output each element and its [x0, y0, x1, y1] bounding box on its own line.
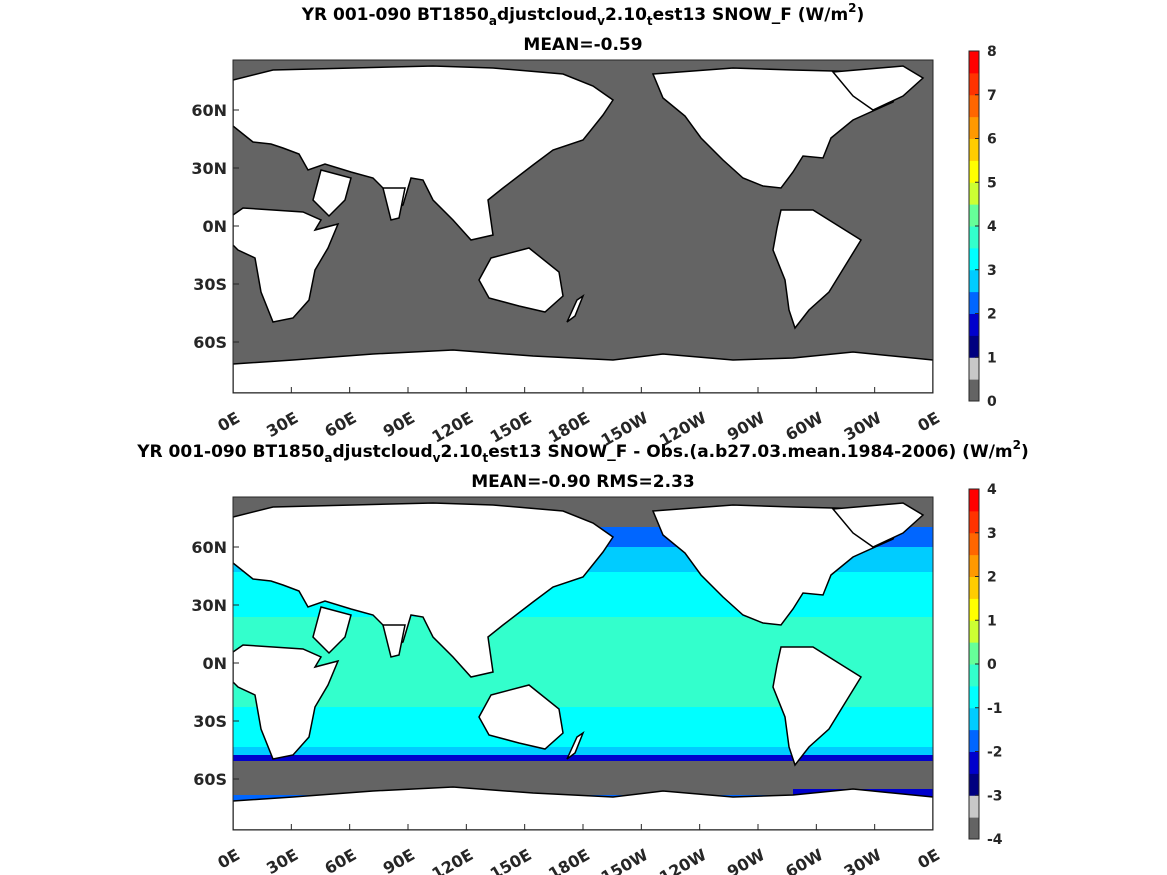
panel1-lon-label: 60E	[321, 408, 359, 441]
panel1-lon-label: 90W	[724, 408, 768, 445]
panel1-colorbar-segment	[969, 94, 979, 118]
panel1-colorbar-segment	[969, 226, 979, 249]
panel1-lon-label: 30W	[841, 408, 885, 445]
panel1-colorbar-label: 3	[987, 263, 997, 279]
panel2-lon-label: 120W	[656, 845, 710, 875]
panel2-lat-label: 0N	[202, 654, 227, 673]
band-south-high	[233, 747, 933, 755]
panel2-colorbar-label: -2	[987, 745, 1003, 761]
panel2-lon-label: 90E	[380, 845, 418, 875]
panel2-colorbar-label: 3	[987, 526, 997, 542]
panel1-colorbar-segment	[969, 291, 979, 314]
panel1-colorbar-segment	[969, 379, 979, 402]
panel1-lon-label: 90E	[380, 408, 418, 441]
panel2-lon-label: 0E	[914, 845, 943, 872]
panel2-colorbar-label: 2	[987, 570, 997, 586]
panel2-colorbar-segment	[969, 598, 979, 621]
panel2-colorbar-label: 0	[987, 657, 997, 673]
panel1-lat-label: 30N	[191, 159, 227, 178]
panel2-colorbar-label: -1	[987, 701, 1003, 717]
panel2-colorbar-label: 4	[987, 482, 997, 498]
panel2-lat-label: 60N	[191, 538, 227, 557]
panel2-colorbar-segment	[969, 664, 979, 687]
panel1-colorbar-label: 5	[987, 175, 997, 191]
panel2-lon-label: 30E	[263, 845, 301, 875]
panel2-lon-label: 180E	[545, 845, 593, 875]
panel2-subtitle: MEAN=-0.90 RMS=2.33	[471, 472, 695, 492]
panel2-colorbar-segment	[969, 773, 979, 796]
panel1-colorbar-label: 7	[987, 88, 997, 104]
panel1-lon-label: 0E	[914, 408, 943, 435]
panel2-colorbar-segment	[969, 532, 979, 556]
panel2-colorbar-segment	[969, 554, 979, 577]
panel2-colorbar-segment	[969, 685, 979, 709]
panel1-lon-label: 60W	[782, 408, 826, 445]
panel2-lon-label: 120E	[428, 845, 476, 875]
panel2-colorbar-segment	[969, 729, 979, 752]
panel2-lon-label: 90W	[724, 845, 768, 875]
panel1-colorbar-segment	[969, 160, 979, 183]
panel2-lon-label: 60W	[782, 845, 826, 875]
panel1-colorbar-label: 2	[987, 307, 997, 323]
panel1-colorbar-segment	[969, 247, 979, 271]
panel1-lat-label: 30S	[193, 275, 227, 294]
panel1-colorbar-label: 1	[987, 350, 997, 366]
panel2-lon-label: 150E	[487, 845, 535, 875]
panel1-colorbar-segment	[969, 182, 979, 205]
panel1-colorbar-label: 0	[987, 394, 997, 410]
panel2-lon-label: 30W	[841, 845, 885, 875]
panel1-colorbar-segment	[969, 357, 979, 380]
panel2-colorbar-segment	[969, 751, 979, 774]
panel1-lon-label: 150E	[487, 408, 535, 447]
panel1-lat-label: 60S	[193, 333, 227, 352]
panel2-colorbar-label: -4	[987, 832, 1003, 848]
panel1-lon-label: 120E	[428, 408, 476, 447]
panel1-colorbar-segment	[969, 335, 979, 358]
panel1-lon-label: 180E	[545, 408, 593, 447]
panel1-title: YR 001-090 BT1850adjustcloudv2.10test13 …	[301, 1, 865, 28]
panel1-lat-label: 0N	[202, 217, 227, 236]
panel2-lon-label: 60E	[321, 845, 359, 875]
panel1-colorbar-segment	[969, 116, 979, 139]
panel2-colorbar-segment	[969, 489, 979, 512]
panel2-lat-label: 60S	[193, 770, 227, 789]
panel2-colorbar-segment	[969, 620, 979, 643]
panel2-colorbar-segment	[969, 576, 979, 599]
panel2-colorbar: -4 -3 -2 -1 0 1 2 3 4	[968, 482, 1003, 848]
panel2-colorbar-segment	[969, 795, 979, 818]
panel2-colorbar-segment	[969, 707, 979, 731]
panel1-colorbar: 0 1 2 3 4 5 6 7 8	[968, 44, 997, 410]
panel2-colorbar-label: 1	[987, 613, 997, 629]
panel2-colorbar-label: -3	[987, 788, 1003, 804]
band-south-edge	[233, 755, 933, 761]
panel1-lon-label: 0E	[214, 408, 243, 435]
panel2-lon-label: 0E	[214, 845, 243, 872]
panel1-colorbar-label: 8	[987, 44, 997, 60]
panel1-colorbar-segment	[969, 313, 979, 336]
panel2-colorbar-segment	[969, 642, 979, 665]
panel2-lon-label: 150W	[598, 845, 652, 875]
panel2-colorbar-segment	[969, 510, 979, 534]
panel1-colorbar-segment	[969, 72, 979, 96]
panel1-map	[233, 60, 933, 393]
panel1-colorbar-segment	[969, 138, 979, 161]
panel1-colorbar-segment	[969, 51, 979, 74]
panel1-colorbar-segment	[969, 269, 979, 293]
panel1-colorbar-label: 6	[987, 132, 997, 148]
panel2-map	[233, 497, 933, 830]
panel1-colorbar-segment	[969, 204, 979, 227]
panel2-colorbar-segment	[969, 817, 979, 840]
panel1-colorbar-label: 4	[987, 219, 997, 235]
panel1-subtitle: MEAN=-0.59	[523, 35, 642, 55]
panel2-title: YR 001-090 BT1850adjustcloudv2.10test13 …	[136, 438, 1029, 465]
panel1-lat-label: 60N	[191, 101, 227, 120]
panel2-lat-label: 30S	[193, 712, 227, 731]
panel2-lat-label: 30N	[191, 596, 227, 615]
panel1-lon-label: 30E	[263, 408, 301, 441]
